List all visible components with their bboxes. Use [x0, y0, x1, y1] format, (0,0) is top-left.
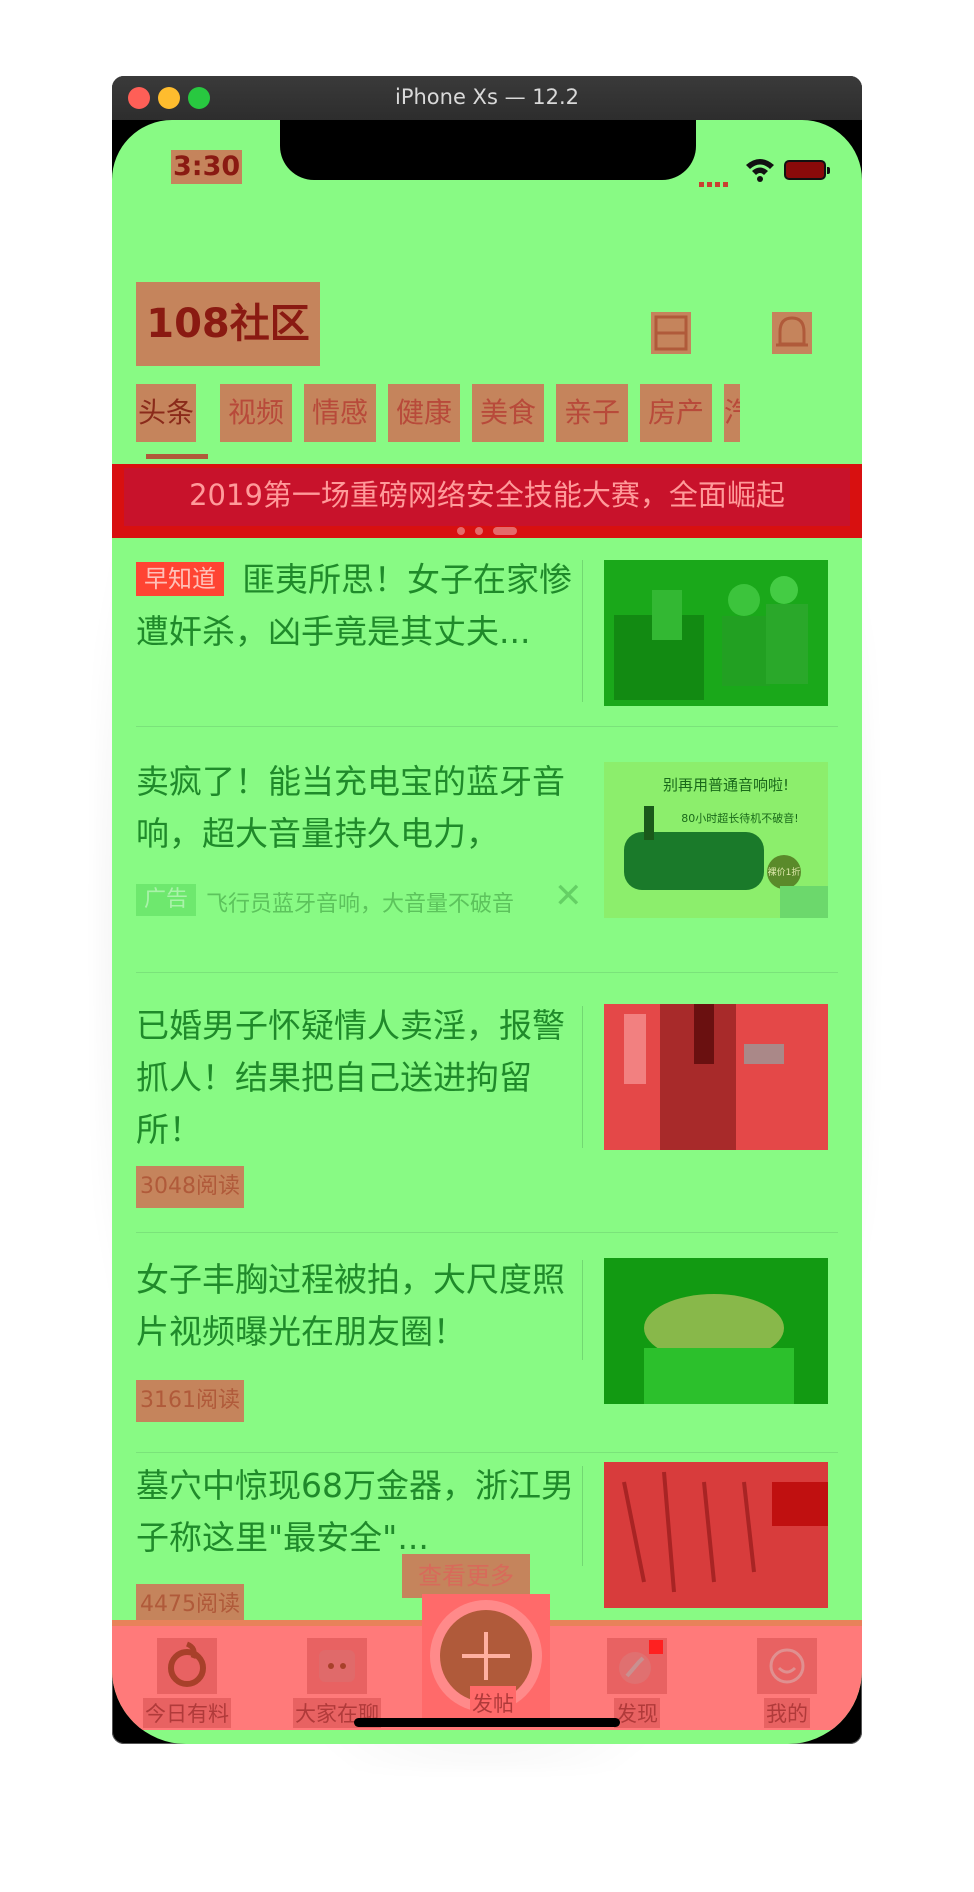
list-item[interactable]: 早知道 匪夷所思！女子在家惨遭奸杀，凶手竟是其丈夫... — [136, 554, 838, 736]
list-item[interactable]: 墓穴中惊现68万金器，浙江男子称这里"最安全"... 4475阅读 — [136, 1460, 838, 1626]
notch — [280, 120, 696, 180]
svg-text:80小时超长待机不破音!: 80小时超长待机不破音! — [681, 811, 798, 825]
item-thumbnail — [604, 560, 828, 706]
banner-carousel[interactable]: 2019第一场重磅网络安全技能大赛，全面崛起 — [112, 464, 862, 538]
tab-headlines[interactable]: 头条 — [136, 384, 196, 442]
item-title: 早知道 匪夷所思！女子在家惨遭奸杀，凶手竟是其丈夫... — [136, 560, 572, 651]
window-title: iPhone Xs — 12.2 — [395, 85, 579, 109]
simulator-window: iPhone Xs — 12.2 3:30 108社区 头条 视频 情感 健康 … — [112, 76, 862, 1744]
list-item[interactable]: 已婚男子怀疑情人卖淫，报警抓人！结果把自己送进拘留所！ 3048阅读 — [136, 1000, 838, 1240]
tab-food[interactable]: 美食 — [472, 384, 544, 442]
post-button[interactable] — [422, 1594, 550, 1718]
wifi-icon — [746, 159, 774, 182]
ad-badge: 广告 — [136, 884, 197, 916]
tab-health[interactable]: 健康 — [388, 384, 460, 442]
see-more-button[interactable]: 查看更多 — [402, 1554, 530, 1598]
tab-property[interactable]: 房产 — [640, 384, 712, 442]
signal-icon — [699, 172, 731, 191]
bottom-tabbar: 今日有料 大家在聊 发现 我的 — [112, 1620, 862, 1730]
item-title: 墓穴中惊现68万金器，浙江男子称这里"最安全"... — [136, 1466, 574, 1557]
status-time: 3:30 — [171, 150, 243, 184]
active-tab-indicator — [146, 454, 208, 459]
close-window-button[interactable] — [128, 87, 150, 109]
home-indicator[interactable] — [354, 1718, 620, 1727]
item-thumbnail — [604, 1462, 828, 1608]
item-title: 卖疯了！能当充电宝的蓝牙音响，超大音量持久电力， — [136, 762, 565, 853]
scan-icon[interactable] — [651, 312, 691, 354]
tag-badge: 早知道 — [136, 562, 224, 596]
bell-icon[interactable] — [772, 312, 812, 354]
tab-today[interactable]: 今日有料 — [137, 1638, 237, 1728]
ad-source: 飞行员蓝牙音响，大音量不破音 — [206, 892, 515, 917]
item-thumbnail — [604, 1004, 828, 1150]
profile-icon — [757, 1638, 817, 1694]
svg-text:裸价1折: 裸价1折 — [768, 866, 801, 878]
post-label: 发帖 — [470, 1686, 516, 1722]
item-title: 女子丰胸过程被拍，大尺度照片视频曝光在朋友圈！ — [136, 1260, 565, 1351]
svg-text:别再用普通音响啦!: 别再用普通音响啦! — [663, 776, 789, 794]
item-thumbnail: 别再用普通音响啦! 80小时超长待机不破音! 裸价1折 — [604, 762, 828, 918]
item-thumbnail — [604, 1258, 828, 1404]
item-title: 已婚男子怀疑情人卖淫，报警抓人！结果把自己送进拘留所！ — [136, 1006, 565, 1149]
phone-screen: 3:30 108社区 头条 视频 情感 健康 美食 亲子 房产 汽 2019第一… — [112, 120, 862, 1744]
ad-item[interactable]: 卖疯了！能当充电宝的蓝牙音响，超大音量持久电力， 广告 飞行员蓝牙音响，大音量不… — [136, 756, 838, 982]
window-titlebar: iPhone Xs — 12.2 — [112, 76, 862, 121]
tab-profile[interactable]: 我的 — [737, 1638, 837, 1728]
refresh-icon — [157, 1638, 217, 1694]
chat-icon — [307, 1638, 367, 1694]
read-count: 4475阅读 — [136, 1584, 244, 1626]
carousel-dots — [112, 520, 862, 539]
tab-emotion[interactable]: 情感 — [304, 384, 376, 442]
tab-auto[interactable]: 汽 — [724, 384, 740, 442]
tab-chat[interactable]: 大家在聊 — [287, 1638, 387, 1728]
compass-icon — [607, 1638, 667, 1694]
app-logo: 108社区 — [136, 282, 320, 366]
tab-parenting[interactable]: 亲子 — [556, 384, 628, 442]
zoom-window-button[interactable] — [188, 87, 210, 109]
read-count: 3048阅读 — [136, 1166, 244, 1208]
close-icon[interactable]: ✕ — [554, 876, 583, 916]
minimize-window-button[interactable] — [158, 87, 180, 109]
list-item[interactable]: 女子丰胸过程被拍，大尺度照片视频曝光在朋友圈！ 3161阅读 — [136, 1254, 838, 1454]
tab-video[interactable]: 视频 — [220, 384, 292, 442]
read-count: 3161阅读 — [136, 1380, 244, 1422]
battery-icon — [784, 160, 830, 180]
tab-discover[interactable]: 发现 — [587, 1638, 687, 1728]
banner-text: 2019第一场重磅网络安全技能大赛，全面崛起 — [124, 468, 850, 526]
